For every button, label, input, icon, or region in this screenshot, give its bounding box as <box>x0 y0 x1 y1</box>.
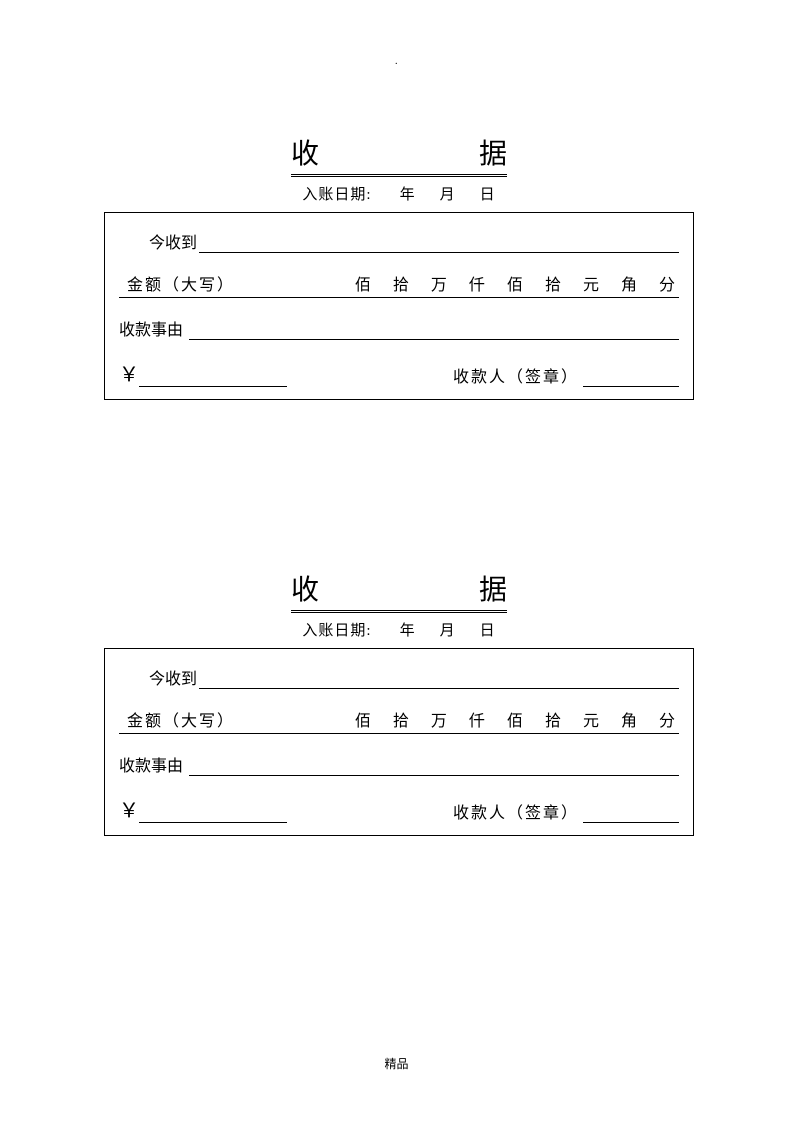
unit: 万 <box>431 707 447 731</box>
payee-signature-line <box>583 367 679 387</box>
month-label: 月 <box>440 187 456 203</box>
received-label: 今收到 <box>149 229 197 253</box>
reason-row: 收款事由 <box>119 316 679 340</box>
date-label: 入账日期: <box>302 623 371 639</box>
unit: 万 <box>431 271 447 295</box>
title-double-underline <box>291 175 507 177</box>
year-label: 年 <box>400 187 416 203</box>
reason-row: 收款事由 <box>119 752 679 776</box>
unit: 佰 <box>507 271 523 295</box>
payee-row: ￥ 收款人（签章） <box>119 794 679 823</box>
receipt-box: 今收到 金额（大写） 佰 拾 万 仟 佰 拾 元 角 分 收款事由 ￥ <box>104 212 694 400</box>
receipt-title: 收 据 <box>291 132 507 175</box>
unit: 佰 <box>507 707 523 731</box>
unit: 拾 <box>545 271 561 295</box>
receipt-box: 今收到 金额（大写） 佰 拾 万 仟 佰 拾 元 角 分 收款事由 ￥ <box>104 648 694 836</box>
unit: 分 <box>659 271 675 295</box>
title-char: 收 <box>291 568 319 608</box>
unit: 角 <box>621 707 637 731</box>
currency-symbol: ￥ <box>119 794 139 823</box>
reason-label: 收款事由 <box>119 316 183 340</box>
payee-signature-line <box>583 803 679 823</box>
received-from-line <box>199 233 679 253</box>
amount-row: 金额（大写） 佰 拾 万 仟 佰 拾 元 角 分 <box>119 271 679 298</box>
reason-line <box>189 320 679 340</box>
payee-label: 收款人（签章） <box>453 363 579 387</box>
unit: 仟 <box>469 271 485 295</box>
currency-symbol: ￥ <box>119 358 139 387</box>
day-label: 日 <box>480 623 496 639</box>
received-from-row: 今收到 <box>119 665 679 689</box>
unit: 佰 <box>355 271 371 295</box>
entry-date-row: 入账日期: 年 月 日 <box>104 183 694 204</box>
payee-row: ￥ 收款人（签章） <box>119 358 679 387</box>
day-label: 日 <box>480 187 496 203</box>
date-label: 入账日期: <box>302 187 371 203</box>
unit: 仟 <box>469 707 485 731</box>
payee-label: 收款人（签章） <box>453 799 579 823</box>
unit: 拾 <box>545 707 561 731</box>
received-from-row: 今收到 <box>119 229 679 253</box>
receipt-title: 收 据 <box>291 568 507 611</box>
amount-units: 佰 拾 万 仟 佰 拾 元 角 分 <box>355 271 675 295</box>
receipt-form-2: 收 据 入账日期: 年 月 日 今收到 金额（大写） 佰 拾 万 仟 佰 拾 元 角 … <box>104 568 694 836</box>
year-label: 年 <box>400 623 416 639</box>
unit: 分 <box>659 707 675 731</box>
entry-date-row: 入账日期: 年 月 日 <box>104 619 694 640</box>
reason-line <box>189 756 679 776</box>
title-char: 收 <box>291 132 319 172</box>
amount-numeric-line <box>139 803 287 823</box>
unit: 拾 <box>393 271 409 295</box>
month-label: 月 <box>440 623 456 639</box>
title-char: 据 <box>479 568 507 608</box>
unit: 角 <box>621 271 637 295</box>
receipt-form-1: 收 据 入账日期: 年 月 日 今收到 金额（大写） 佰 拾 万 仟 佰 拾 元 角 … <box>104 132 694 400</box>
amount-units: 佰 拾 万 仟 佰 拾 元 角 分 <box>355 707 675 731</box>
header-dot: . <box>395 56 398 67</box>
received-label: 今收到 <box>149 665 197 689</box>
unit: 元 <box>583 707 599 731</box>
amount-label: 金额（大写） <box>127 271 235 295</box>
amount-label: 金额（大写） <box>127 707 235 731</box>
amount-numeric-line <box>139 367 287 387</box>
title-double-underline <box>291 611 507 613</box>
unit: 佰 <box>355 707 371 731</box>
footer-text: 精品 <box>0 1055 793 1072</box>
unit: 拾 <box>393 707 409 731</box>
unit: 元 <box>583 271 599 295</box>
amount-row: 金额（大写） 佰 拾 万 仟 佰 拾 元 角 分 <box>119 707 679 734</box>
reason-label: 收款事由 <box>119 752 183 776</box>
received-from-line <box>199 669 679 689</box>
title-char: 据 <box>479 132 507 172</box>
